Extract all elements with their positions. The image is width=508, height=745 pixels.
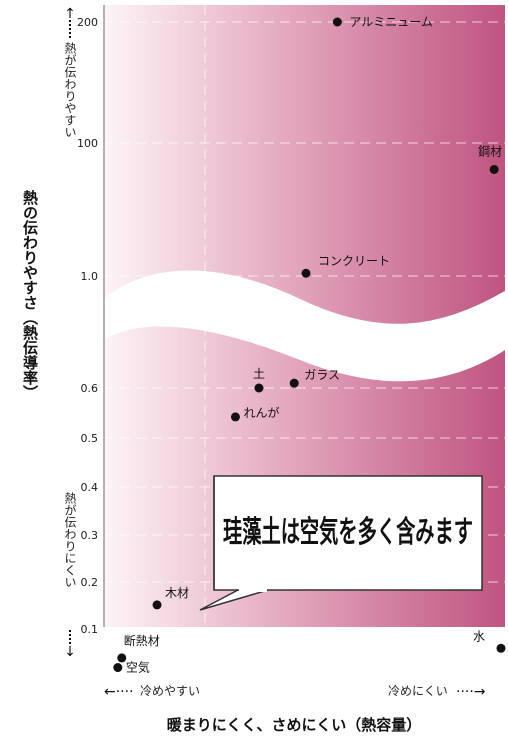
point-label-0: アルミニューム: [349, 15, 433, 29]
x-right-label: 冷めにくい: [388, 684, 448, 698]
y-down-arrow-icon: ↓: [64, 644, 76, 660]
y-tick-03: 0.3: [81, 529, 99, 542]
point-6: [152, 600, 162, 610]
callout-box: [213, 475, 483, 591]
point-2: [301, 268, 311, 278]
callout: 珪藻土は空気を多く含みます: [199, 475, 483, 611]
y-tick-02: 0.2: [81, 576, 99, 589]
x-left-label: 冷めやすい: [140, 684, 200, 698]
y-top-label: 熱が伝わりやすい: [63, 42, 77, 138]
y-tick-04: 0.4: [81, 481, 99, 494]
y-direction: ↑ 熱が伝わりやすい 熱が伝わりにくい ↓ 熱の伝わりやすさ（熱伝導率）: [21, 6, 77, 660]
x-direction: ←···· 冷めやすい 冷めにくい ····→: [104, 684, 486, 700]
y-tick-05: 0.5: [81, 432, 99, 445]
point-4: [289, 378, 299, 388]
point-0: [332, 17, 342, 27]
axis-break-band: [104, 271, 505, 382]
point-7: [117, 653, 127, 663]
y-axis-title: 熱の伝わりやすさ（熱伝導率）: [21, 189, 39, 400]
point-label-2: コンクリート: [318, 254, 390, 268]
y-bottom-label: 熱が伝わりにくい: [63, 492, 77, 588]
x-axis-title: 暖まりにくく、さめにくい（熱容量）: [167, 716, 421, 734]
x-right-arrow-icon: ····→: [456, 684, 486, 700]
y-up-arrow-icon: ↑: [64, 6, 76, 22]
x-left-arrow-icon: ←····: [104, 684, 134, 700]
point-label-1: 鋼材: [478, 144, 502, 158]
y-tick-100: 100: [77, 137, 98, 150]
y-tick-labels: 200 100 1.0 0.6 0.5 0.4 0.3 0.2 0.1: [77, 16, 98, 636]
point-3: [254, 383, 264, 393]
point-1: [489, 164, 499, 174]
point-5: [230, 412, 240, 422]
point-label-8: 空気: [126, 660, 150, 675]
y-tick-06: 0.6: [81, 382, 99, 395]
y-tick-01: 0.1: [81, 623, 99, 636]
point-label-3: 土: [253, 367, 265, 381]
point-9: [496, 643, 506, 653]
point-8: [113, 663, 123, 673]
callout-text: 珪藻土は空気を多く含みます: [223, 515, 473, 550]
point-label-4: ガラス: [304, 368, 340, 382]
point-label-7: 断熱材: [124, 633, 160, 648]
y-tick-200: 200: [77, 16, 98, 29]
y-tick-1: 1.0: [81, 270, 99, 283]
point-label-5: れんが: [243, 405, 279, 420]
point-label-6: 木材: [165, 586, 189, 600]
point-label-9: 水: [473, 629, 485, 643]
